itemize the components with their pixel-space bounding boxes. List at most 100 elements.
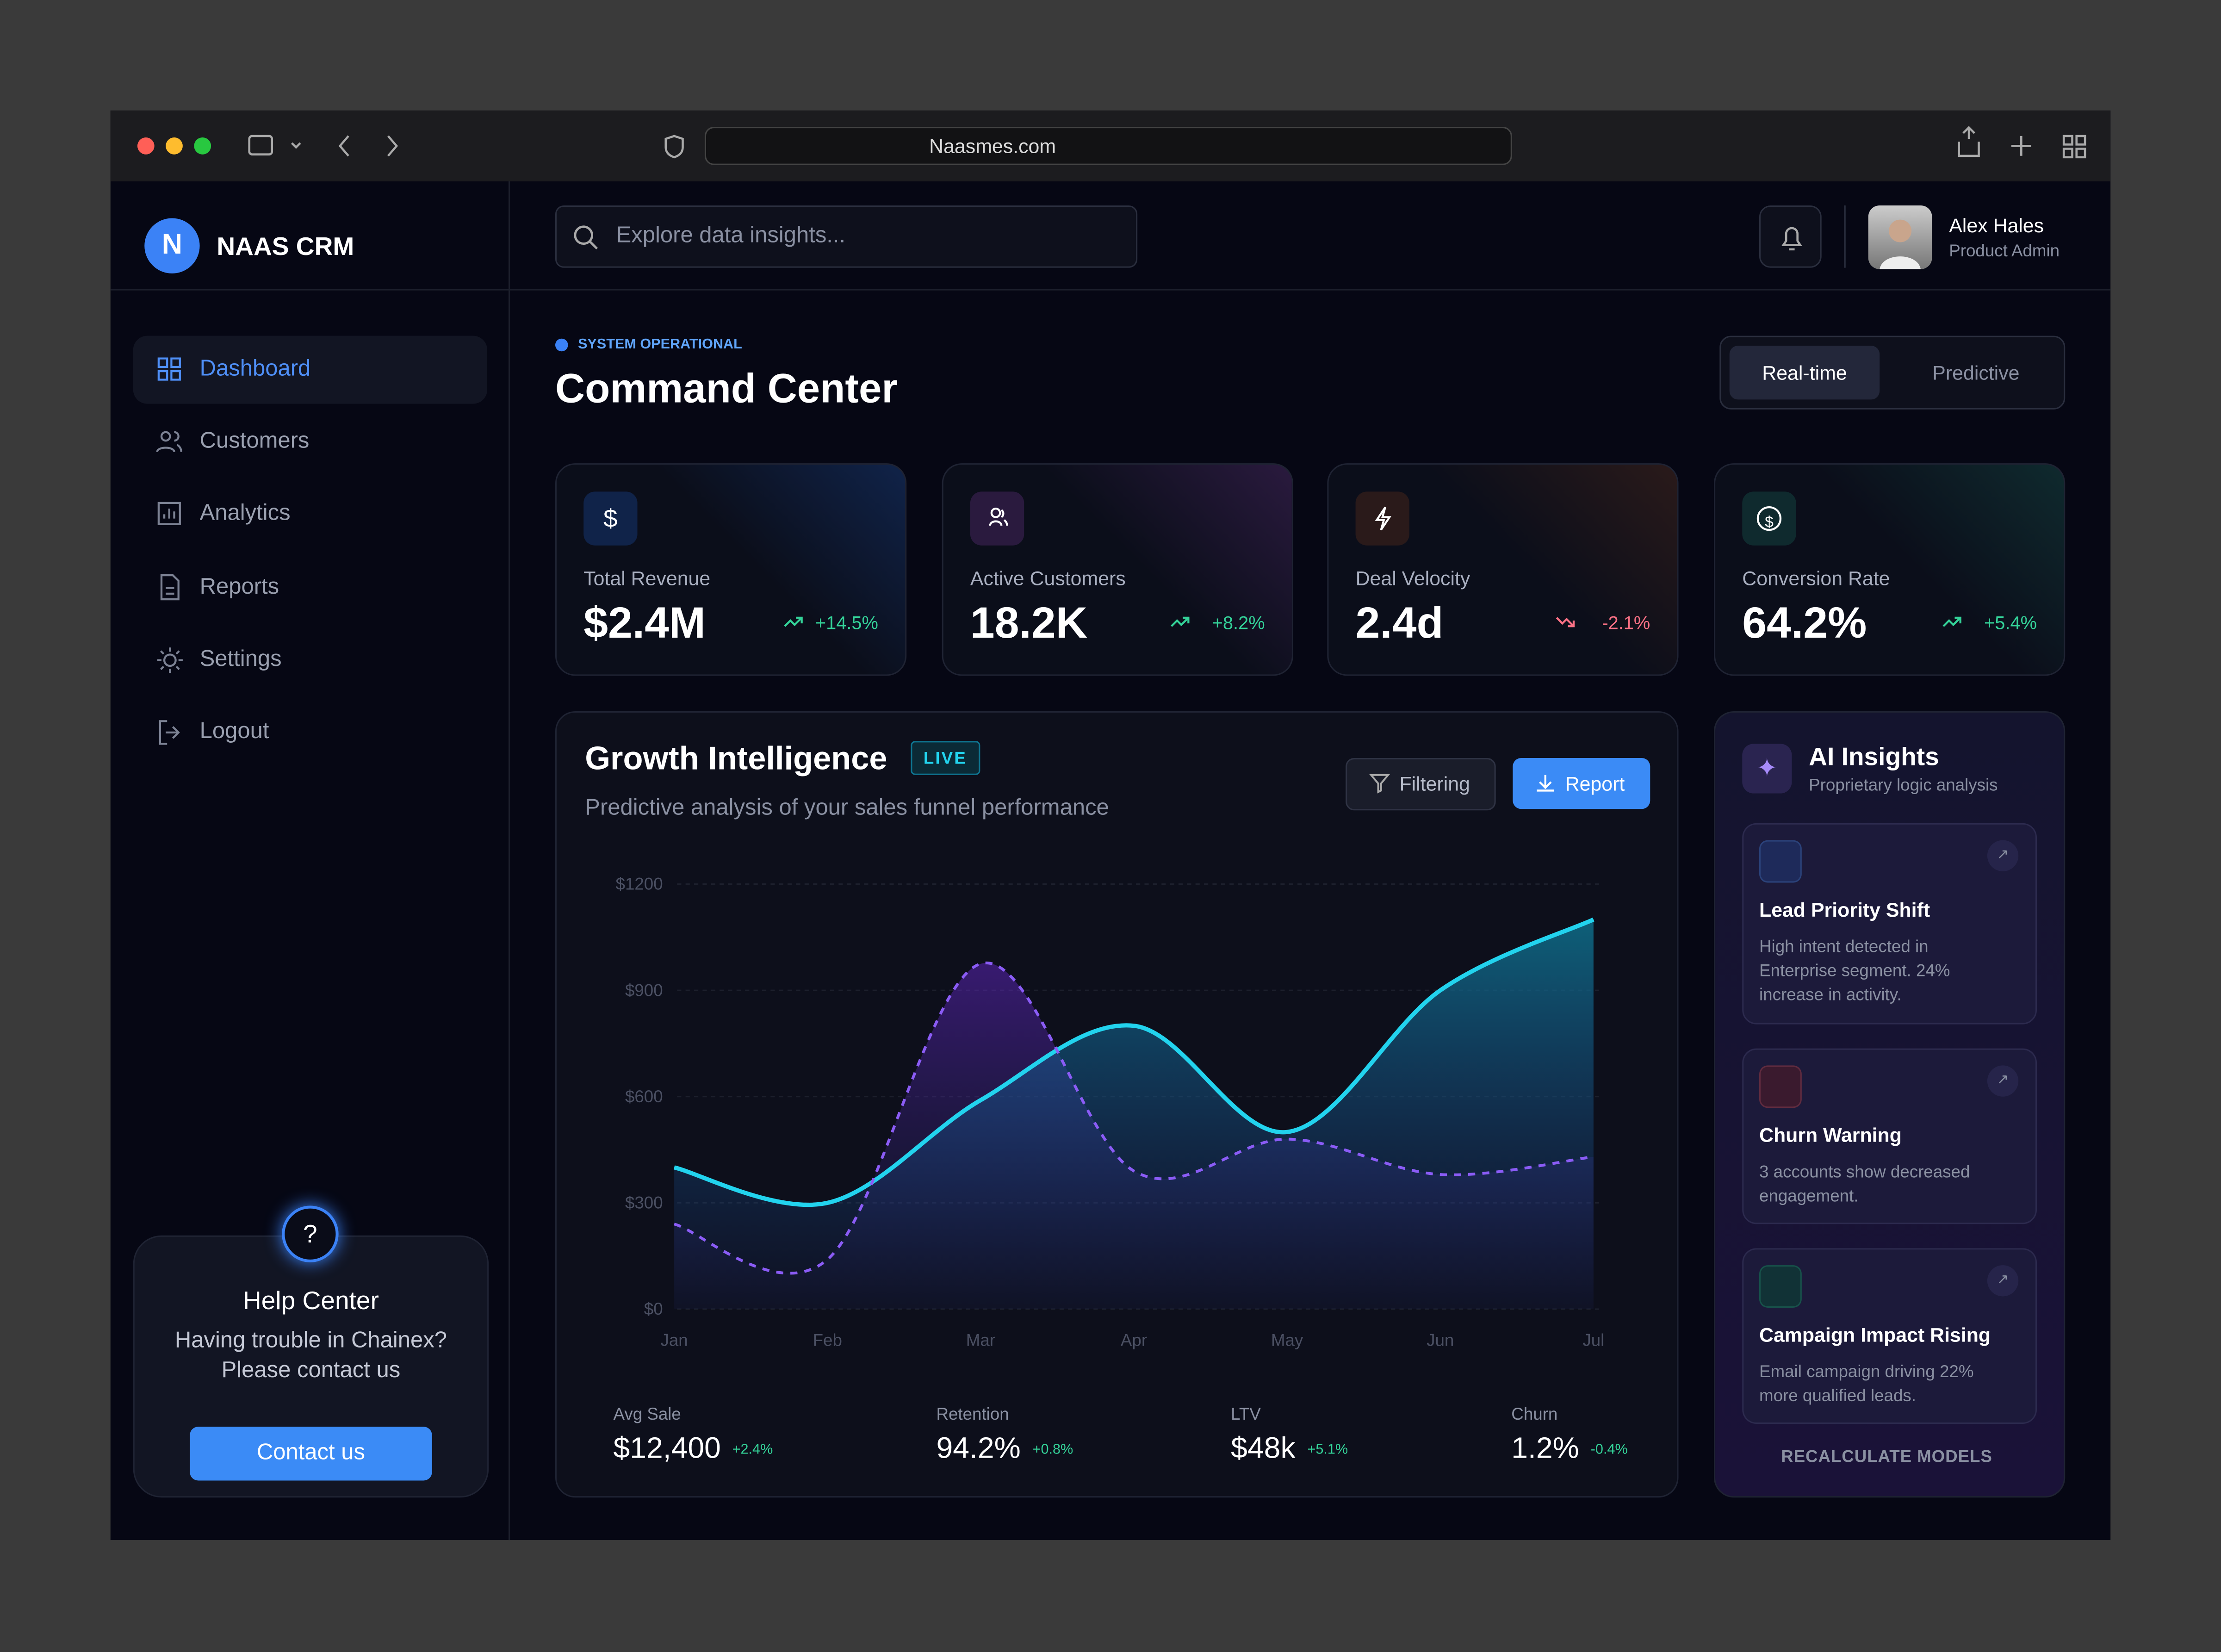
stat-value: $48k [1231, 1432, 1296, 1465]
svg-text:$: $ [1765, 514, 1774, 531]
y-tick-label: $300 [625, 1193, 663, 1212]
nav-item[interactable]: Analytics [199, 502, 291, 527]
trend-icon [1554, 612, 1576, 632]
help-title: Help Center [242, 1286, 379, 1315]
user-name: Alex Hales [1949, 214, 2044, 237]
x-tick-label: Jan [661, 1331, 688, 1350]
insights-title: AI Insights [1809, 742, 1939, 771]
user-role: Product Admin [1949, 241, 2060, 261]
kpi-icon [1355, 491, 1409, 546]
stat-label: Retention [936, 1404, 1009, 1424]
kpi-change: +5.4% [1984, 612, 2037, 633]
nav-item[interactable]: Dashboard [199, 357, 311, 381]
nav-item[interactable]: Customers [199, 429, 310, 454]
nav-icon [156, 355, 184, 384]
insight-arrow[interactable]: ↗ [1987, 1065, 2019, 1097]
divider [508, 181, 510, 1540]
chart-title: Growth Intelligence [585, 739, 887, 776]
brand: NAAS CRM [217, 232, 354, 261]
url[interactable]: Naasmes.com [929, 134, 1056, 157]
y-tick-label: $900 [625, 981, 663, 1000]
x-tick-label: Apr [1121, 1331, 1147, 1350]
filter-button[interactable] [1346, 758, 1496, 811]
bell-button[interactable] [1759, 205, 1822, 268]
divider [1844, 205, 1846, 268]
insight-text: High intent detected in Enterprise segme… [1759, 936, 1950, 1005]
search-placeholder: Explore data insights... [616, 224, 846, 248]
chart-subtitle: Predictive analysis of your sales funnel… [585, 796, 1109, 820]
avatar[interactable] [1868, 205, 1932, 269]
y-tick-label: $0 [644, 1299, 663, 1318]
filter-label: Filtering [1399, 772, 1470, 795]
stat-value: 1.2% [1511, 1432, 1579, 1465]
kpi-value: 2.4d [1355, 598, 1444, 648]
page-title: Command Center [555, 366, 898, 412]
insight-title: Campaign Impact Rising [1759, 1323, 1991, 1346]
trend-icon [782, 612, 805, 632]
stat-value: 94.2% [936, 1432, 1021, 1465]
kpi-label: Conversion Rate [1742, 566, 1890, 590]
x-tick-label: Jun [1427, 1331, 1454, 1350]
nav-item[interactable]: Logout [199, 720, 269, 744]
logo: N [144, 218, 200, 273]
stat-change: +5.1% [1307, 1442, 1348, 1458]
stat-change: -0.4% [1590, 1442, 1628, 1458]
y-tick-label: $600 [625, 1087, 663, 1106]
kpi-label: Total Revenue [583, 566, 711, 590]
status-dot [555, 338, 568, 352]
divider [110, 289, 2111, 291]
nav-icon [156, 718, 184, 746]
stat-change: +0.8% [1032, 1442, 1073, 1458]
status: SYSTEM OPERATIONAL [577, 337, 742, 353]
toggle-option[interactable]: Real-time [1729, 346, 1880, 400]
insight-arrow[interactable]: ↗ [1987, 1265, 2019, 1297]
stat-label: LTV [1231, 1404, 1261, 1424]
report-button[interactable] [1513, 758, 1650, 809]
stat-change: +2.4% [732, 1442, 773, 1458]
insight-icon [1759, 1065, 1802, 1108]
search-box[interactable] [555, 205, 1138, 268]
nav-item[interactable]: Reports [199, 574, 279, 599]
insights-subtitle: Proprietary logic analysis [1809, 775, 1998, 795]
kpi-value: 64.2% [1742, 598, 1867, 648]
nav-icon [156, 501, 184, 529]
x-tick-label: Mar [966, 1331, 995, 1350]
kpi-value: $2.4M [583, 598, 706, 648]
kpi-change: -2.1% [1602, 612, 1650, 633]
help-text: Please contact us [221, 1359, 401, 1383]
insight-arrow[interactable]: ↗ [1987, 840, 2019, 871]
nav-item[interactable]: Settings [199, 647, 282, 671]
kpi-label: Deal Velocity [1355, 566, 1470, 590]
kpi-icon: $ [583, 491, 638, 546]
insight-text: 3 accounts show decreased engagement. [1759, 1161, 1970, 1206]
nav-icon [156, 428, 184, 456]
insight-text: Email campaign driving 22% more qualifie… [1759, 1361, 1974, 1406]
kpi-change: +14.5% [815, 612, 878, 633]
download-icon [1537, 775, 1554, 792]
nav-active [133, 335, 488, 404]
live-badge: LIVE [911, 741, 980, 775]
stat-label: Churn [1511, 1404, 1558, 1424]
nav-icon [156, 573, 184, 602]
x-tick-label: Feb [813, 1331, 842, 1350]
stat-value: $12,400 [613, 1432, 721, 1465]
search-icon [574, 225, 598, 250]
contact-button[interactable]: Contact us [190, 1427, 432, 1481]
x-tick-label: Jul [1582, 1331, 1604, 1350]
help-text: Having trouble in Chainex? [174, 1329, 447, 1353]
y-tick-label: $1200 [616, 875, 663, 894]
svg-text:$: $ [603, 504, 618, 533]
insight-title: Churn Warning [1759, 1123, 1902, 1146]
area [674, 919, 1594, 1310]
kpi-icon [970, 491, 1024, 546]
kpi-icon: $ [1742, 491, 1796, 546]
browser-controls [137, 126, 2086, 165]
kpi-change: +8.2% [1212, 612, 1265, 633]
line [674, 917, 1594, 1207]
x-tick-label: May [1271, 1331, 1303, 1350]
insight-title: Lead Priority Shift [1759, 898, 1930, 921]
toggle-option[interactable]: Predictive [1932, 361, 2020, 384]
trend-icon [1168, 612, 1191, 632]
recalculate-button[interactable]: RECALCULATE MODELS [1781, 1446, 1992, 1466]
